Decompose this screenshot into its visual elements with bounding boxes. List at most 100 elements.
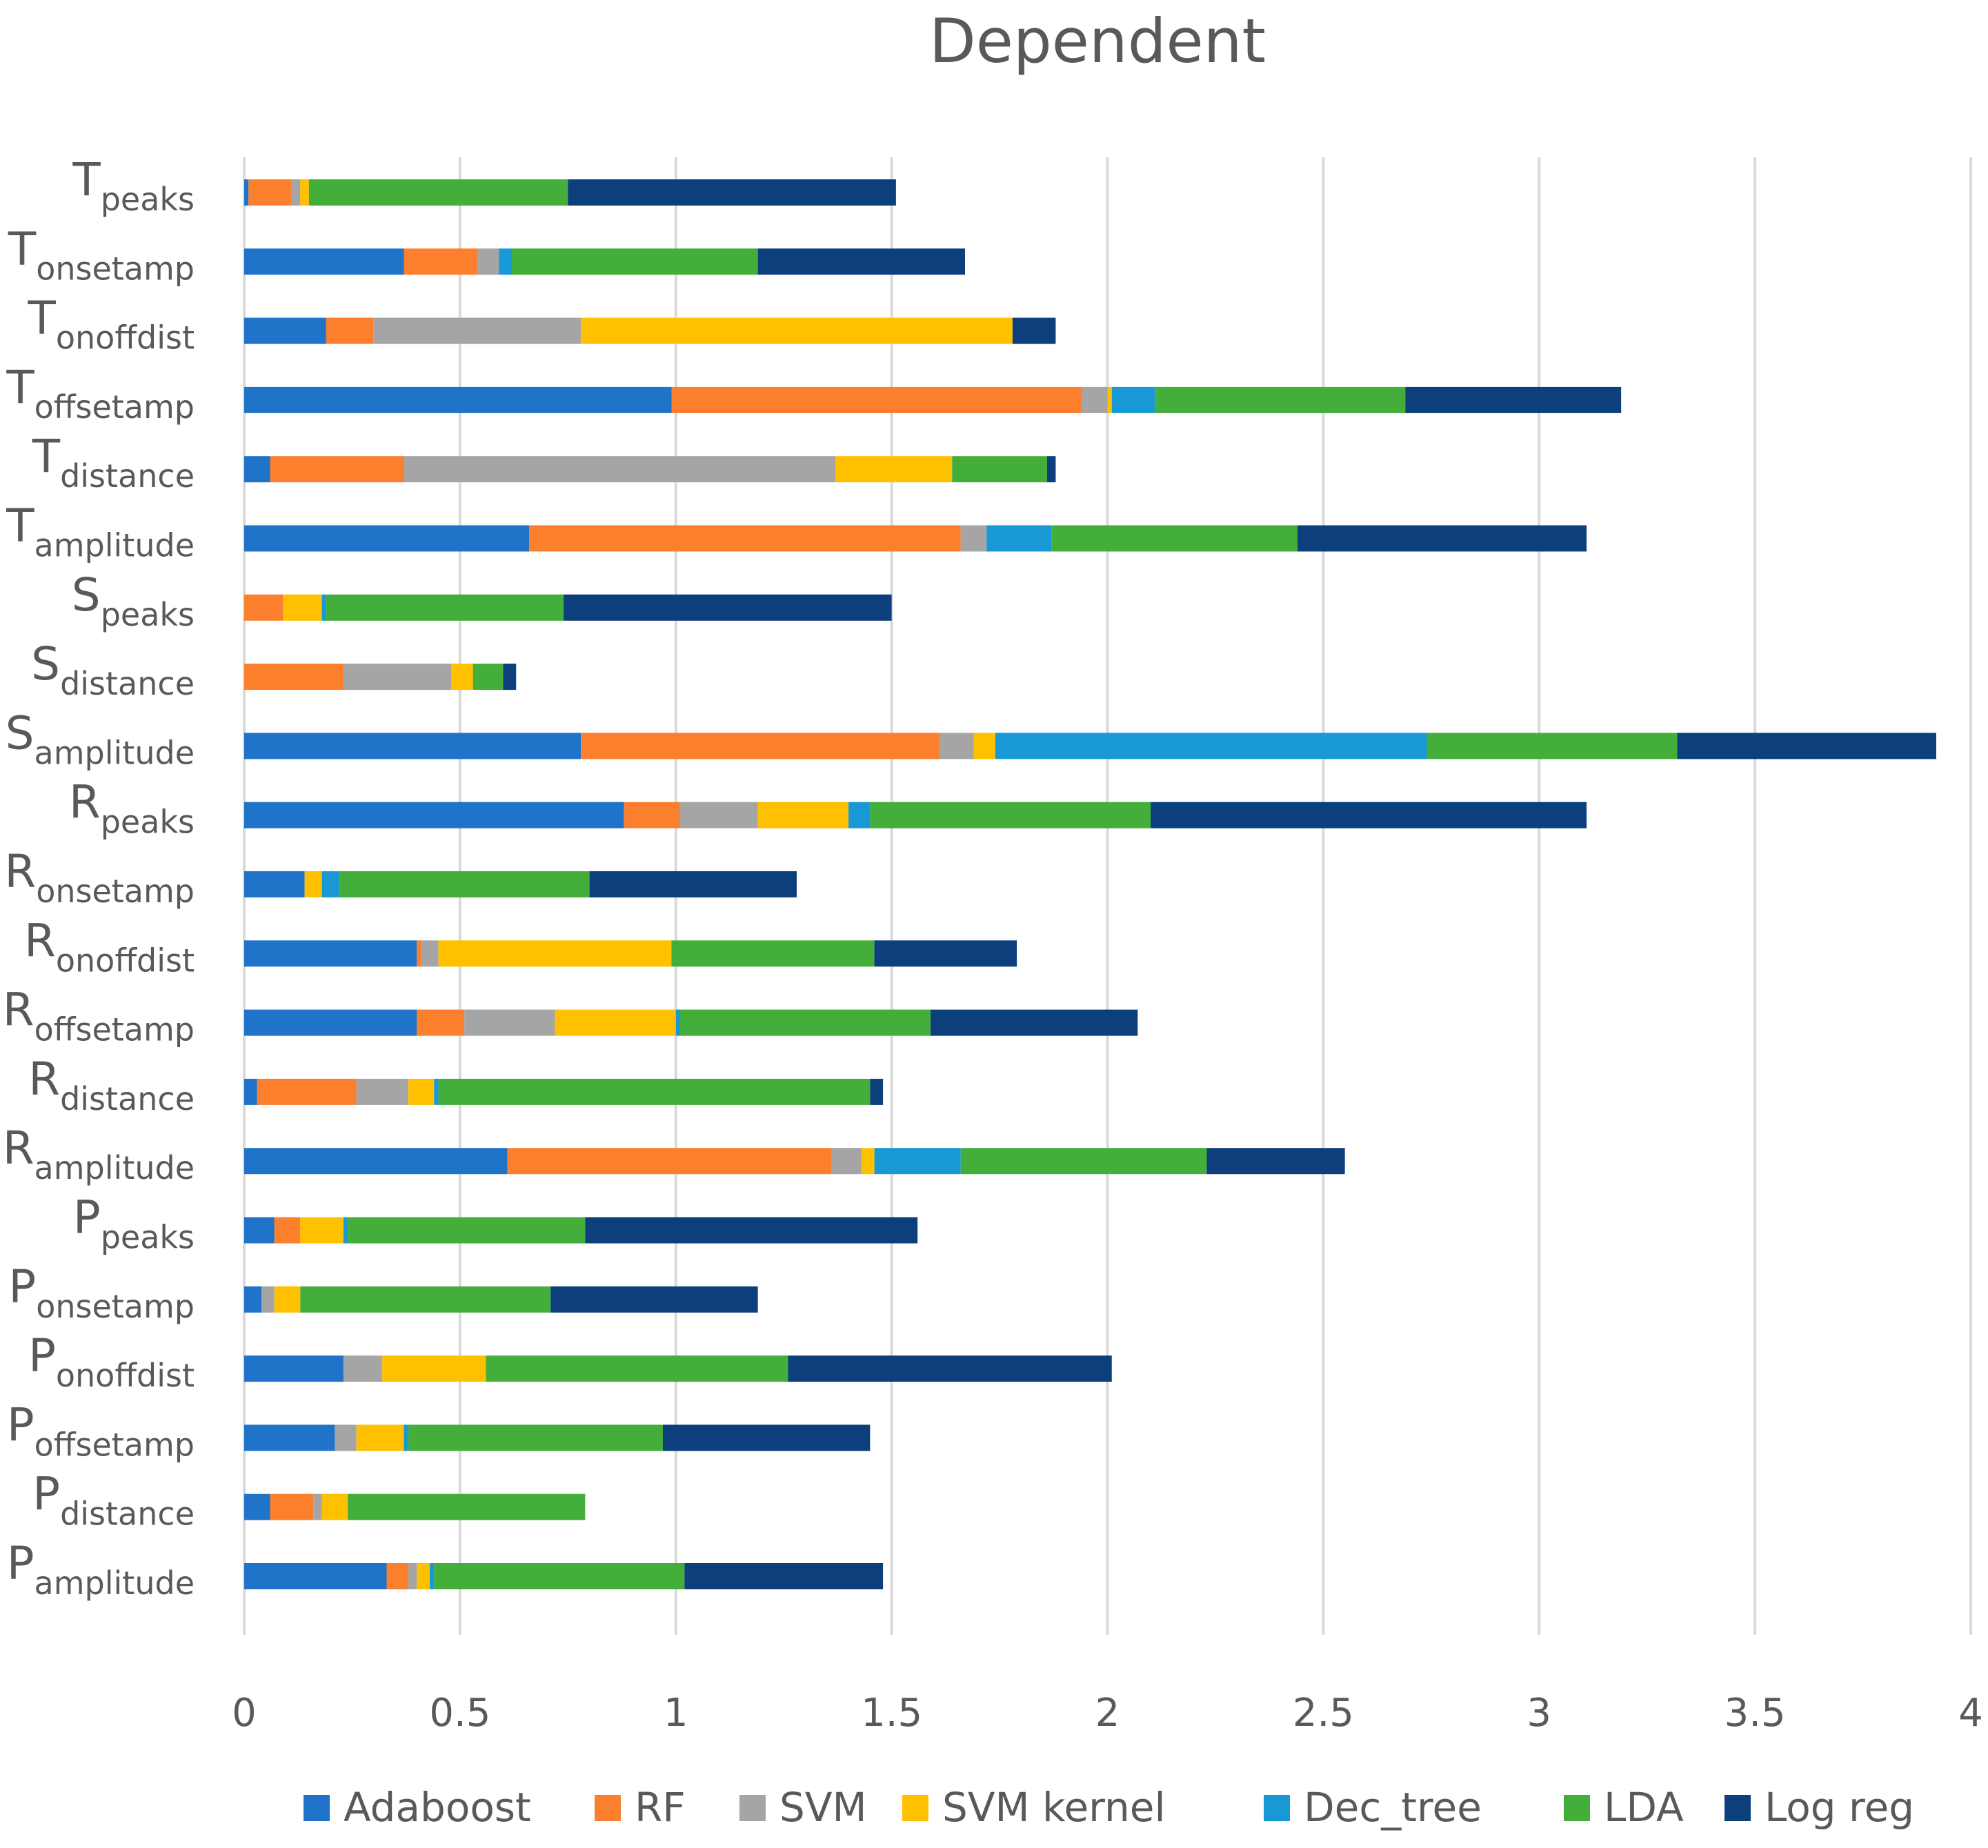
bar-segment-svm-kernel (1107, 386, 1112, 413)
bar-segment-lda (348, 1217, 586, 1244)
bar-segment-lda (434, 1563, 685, 1589)
bar-segment-svm (408, 1563, 417, 1589)
x-tick-label: 3 (1527, 1691, 1551, 1736)
bar-segment-adaboost (244, 248, 404, 275)
bar-segment-lda (1155, 386, 1406, 413)
bar-segment-log-reg (1151, 802, 1587, 828)
category-label: Roffsetamp (3, 984, 195, 1049)
bar-segment-svm (373, 317, 582, 344)
bar-segment-adaboost (244, 1217, 275, 1244)
bar-segment-svm-kernel (300, 1217, 344, 1244)
bar-segment-log-reg (1206, 1148, 1345, 1175)
bar-segment-log-reg (564, 594, 892, 621)
category-label: Tdistance (32, 430, 195, 495)
bar-segment-lda (308, 179, 568, 206)
bar-segment-rf (507, 1148, 832, 1175)
legend-label: SVM kernel (942, 1784, 1166, 1831)
bar-segment-adaboost (244, 1493, 270, 1520)
bar-segment-svm (313, 1493, 322, 1520)
bar-segment-dec-tree (1111, 386, 1155, 413)
bar-segment-svm-kernel (321, 1493, 348, 1520)
x-tick-label: 0 (232, 1691, 257, 1736)
legend-swatch (902, 1795, 928, 1821)
bar-segment-svm-kernel (382, 1355, 486, 1382)
bar-segment-adaboost (244, 1563, 387, 1589)
bar-segment-lda (960, 1148, 1207, 1175)
bar-segment-dec-tree (499, 248, 512, 275)
bar-segment-svm-kernel (757, 802, 849, 828)
bar-segment-svm (680, 802, 758, 828)
bar-segment-adaboost (244, 1355, 344, 1382)
category-label: Ronoffdist (24, 914, 195, 979)
bar-segment-rf (244, 594, 284, 621)
legend-swatch (739, 1795, 766, 1821)
category-label: Ramplitude (3, 1122, 195, 1186)
bar-segment-adaboost (244, 179, 249, 206)
legend: Adaboost RF SVM SVM kernel Dec_tree LDA Log re… (304, 1784, 1914, 1831)
bar-segment-svm (343, 664, 452, 690)
bar-segment-adaboost (244, 1009, 417, 1036)
bar-segment-log-reg (870, 1078, 884, 1105)
legend-swatch (1724, 1795, 1751, 1821)
bar-segment-svm (939, 733, 974, 759)
category-label: Sdistance (31, 637, 195, 702)
bar-segment-svm (1081, 386, 1108, 413)
bar-segment-adaboost (244, 940, 417, 967)
bar-segment-rf (270, 456, 404, 483)
legend-label: Log reg (1765, 1784, 1914, 1831)
bar-segment-lda (511, 248, 758, 275)
legend-swatch (595, 1795, 621, 1821)
bar-segment-svm (261, 1286, 275, 1313)
bar-segment-svm (343, 1355, 383, 1382)
bar-segment-lda (486, 1355, 788, 1382)
category-label: Tpeaks (72, 153, 195, 218)
bar-segment-log-reg (1297, 525, 1587, 552)
bar-segment-lda (438, 1078, 871, 1105)
legend-label: LDA (1604, 1784, 1684, 1831)
bar-segment-log-reg (874, 940, 1017, 967)
bar-segment-rf (581, 733, 940, 759)
bar-segment-lda (680, 1009, 931, 1036)
bar-segment-rf (671, 386, 1082, 413)
bar-segment-rf (624, 802, 681, 828)
bar-segment-log-reg (757, 248, 966, 275)
bar-segment-svm-kernel (581, 317, 1013, 344)
bar-segment-dec-tree (321, 594, 326, 621)
bar-segment-adaboost (244, 802, 624, 828)
bar-segment-lda (671, 940, 875, 967)
category-label: Speaks (72, 568, 195, 633)
category-label: Rdistance (28, 1053, 195, 1117)
bar-segment-lda (473, 664, 504, 690)
bar-segment-svm (421, 940, 439, 967)
bar-segment-adaboost (244, 456, 270, 483)
bar-segment-adaboost (244, 1286, 262, 1313)
x-tick-label: 0.5 (429, 1691, 490, 1736)
bar-segment-rf (417, 940, 421, 967)
bar-segment-svm-kernel (438, 940, 672, 967)
bar-segment-svm-kernel (835, 456, 953, 483)
legend-swatch (304, 1795, 330, 1821)
bar-segment-svm-kernel (861, 1148, 875, 1175)
bar-segment-svm-kernel (356, 1424, 404, 1451)
category-label: Ppeaks (73, 1191, 195, 1256)
bar-segment-lda (348, 1493, 586, 1520)
bar-segment-log-reg (1677, 733, 1936, 759)
category-label: Pdistance (32, 1468, 195, 1533)
bar-segment-svm-kernel (417, 1563, 430, 1589)
x-tick-label: 2 (1095, 1691, 1120, 1736)
bar-segment-svm-kernel (283, 594, 322, 621)
bar-segment-rf (244, 664, 344, 690)
x-axis-tick-labels: 0 0.5 1 1.5 2 2.5 3 3.5 4 (232, 1691, 1983, 1736)
category-label: Samplitude (6, 706, 195, 771)
bar-segment-dec-tree (430, 1563, 435, 1589)
bar-segment-lda (1427, 733, 1678, 759)
bar-segment-svm (356, 1078, 408, 1105)
bar-segment-adaboost (244, 1078, 257, 1105)
bar-segment-adaboost (244, 525, 529, 552)
bar-segment-lda (339, 871, 590, 897)
category-label: Tamplitude (6, 499, 195, 564)
bar-segment-adaboost (244, 1424, 335, 1451)
x-tick-label: 2.5 (1293, 1691, 1354, 1736)
